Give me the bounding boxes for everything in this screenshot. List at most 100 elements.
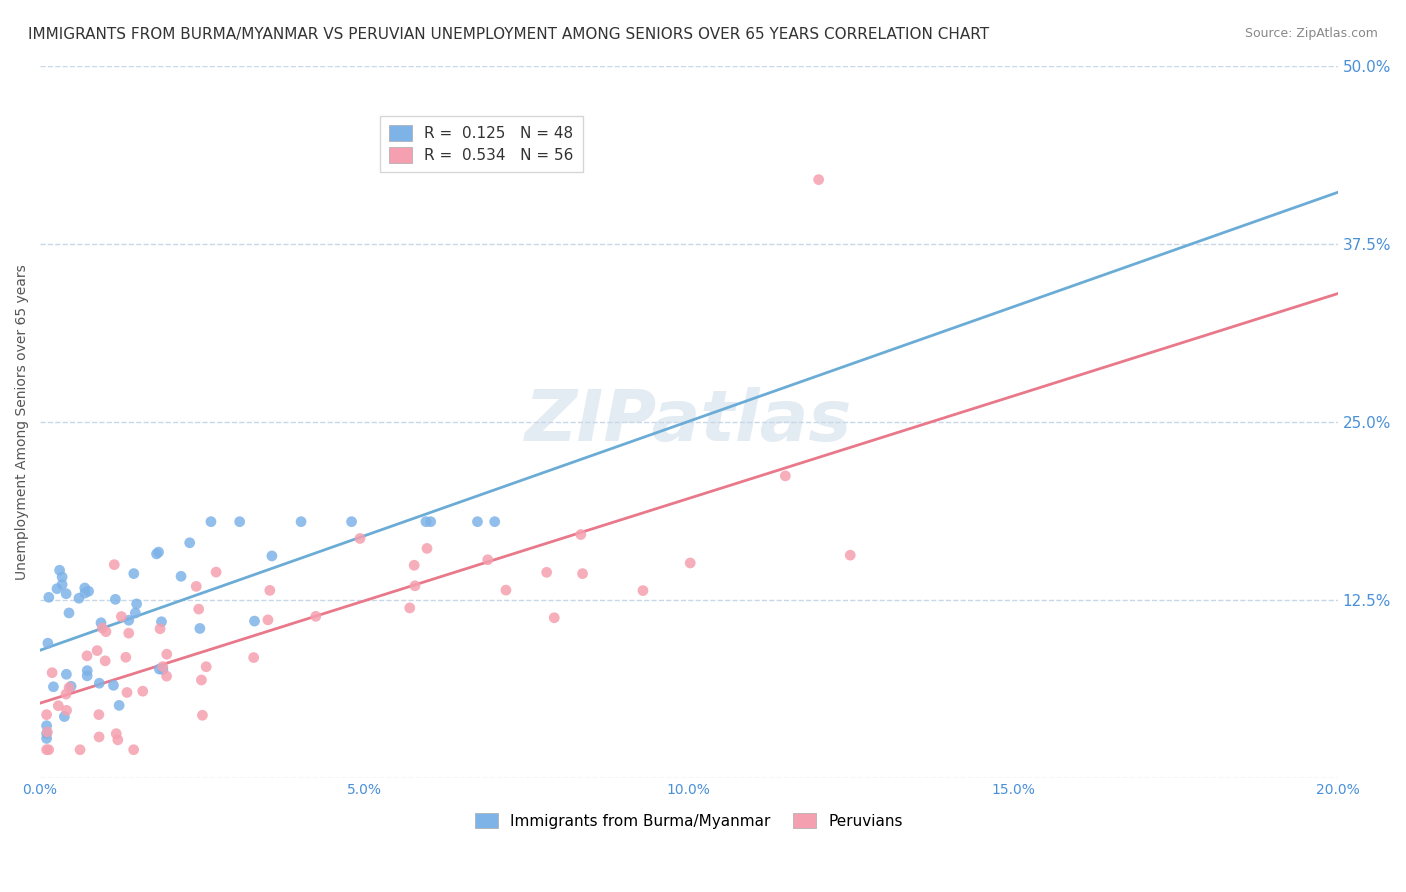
Point [76, 664, 98, 678]
Point [187, 602, 209, 616]
Point [122, 566, 145, 581]
Point [484, 515, 506, 529]
Point [170, 569, 193, 583]
Point [89, 676, 111, 690]
Point [94, 654, 117, 668]
Point [77, 584, 100, 599]
Point [150, 615, 173, 629]
Point [37, 725, 59, 739]
Point [55, 687, 77, 701]
Point [35, 719, 58, 733]
Point [190, 673, 212, 687]
Point [132, 684, 155, 698]
Point [148, 545, 170, 559]
Point [55, 667, 77, 681]
Point [55, 587, 77, 601]
Point [73, 581, 96, 595]
Point [467, 515, 489, 529]
Point [51, 570, 73, 584]
Point [188, 622, 211, 636]
Point [404, 558, 426, 573]
Point [108, 698, 131, 713]
Point [46, 582, 69, 596]
Point [107, 732, 129, 747]
Point [115, 685, 138, 699]
Point [73, 586, 96, 600]
Point [416, 541, 439, 556]
Point [48, 563, 70, 577]
Point [775, 468, 797, 483]
Point [155, 669, 177, 683]
Point [260, 549, 283, 563]
Point [495, 583, 517, 598]
Text: Source: ZipAtlas.com: Source: ZipAtlas.com [1244, 27, 1378, 40]
Point [340, 515, 363, 529]
Point [228, 515, 250, 529]
Point [103, 558, 125, 572]
Point [55, 703, 77, 717]
Point [839, 548, 862, 562]
Point [257, 613, 280, 627]
Point [87, 730, 110, 744]
Point [38, 591, 60, 605]
Point [41, 665, 63, 680]
Point [58, 681, 80, 695]
Point [104, 592, 127, 607]
Point [145, 547, 167, 561]
Point [46, 698, 69, 713]
Point [103, 678, 125, 692]
Point [51, 577, 73, 591]
Point [110, 609, 132, 624]
Point [76, 669, 98, 683]
Point [305, 609, 328, 624]
Point [156, 647, 179, 661]
Point [35, 707, 58, 722]
Point [419, 515, 441, 529]
Point [398, 601, 420, 615]
Point [87, 707, 110, 722]
Point [149, 622, 172, 636]
Point [86, 643, 108, 657]
Point [35, 731, 58, 746]
Point [415, 515, 437, 529]
Text: IMMIGRANTS FROM BURMA/MYANMAR VS PERUVIAN UNEMPLOYMENT AMONG SENIORS OVER 65 YEA: IMMIGRANTS FROM BURMA/MYANMAR VS PERUVIA… [28, 27, 990, 42]
Point [69, 742, 91, 756]
Point [37, 636, 59, 650]
Point [243, 614, 266, 628]
Point [205, 565, 228, 579]
Point [571, 566, 593, 581]
Point [477, 553, 499, 567]
Legend: Immigrants from Burma/Myanmar, Peruvians: Immigrants from Burma/Myanmar, Peruvians [468, 806, 910, 835]
Point [179, 536, 201, 550]
Point [91, 621, 114, 635]
Point [38, 742, 60, 756]
Point [76, 648, 98, 663]
Point [807, 172, 830, 186]
Point [290, 515, 312, 529]
Point [186, 579, 208, 593]
Point [122, 742, 145, 756]
Point [242, 650, 264, 665]
Point [42, 680, 65, 694]
Point [404, 579, 426, 593]
Text: ZIPatlas: ZIPatlas [526, 387, 852, 457]
Point [191, 708, 214, 723]
Point [118, 613, 141, 627]
Point [679, 556, 702, 570]
Point [60, 679, 83, 693]
Point [67, 591, 90, 606]
Point [536, 566, 558, 580]
Point [259, 583, 281, 598]
Y-axis label: Unemployment Among Seniors over 65 years: Unemployment Among Seniors over 65 years [15, 264, 30, 580]
Point [114, 650, 136, 665]
Point [35, 742, 58, 756]
Point [569, 527, 592, 541]
Point [124, 606, 146, 620]
Point [349, 532, 371, 546]
Point [58, 606, 80, 620]
Point [543, 611, 565, 625]
Point [148, 662, 170, 676]
Point [94, 624, 117, 639]
Point [631, 583, 654, 598]
Point [35, 726, 58, 740]
